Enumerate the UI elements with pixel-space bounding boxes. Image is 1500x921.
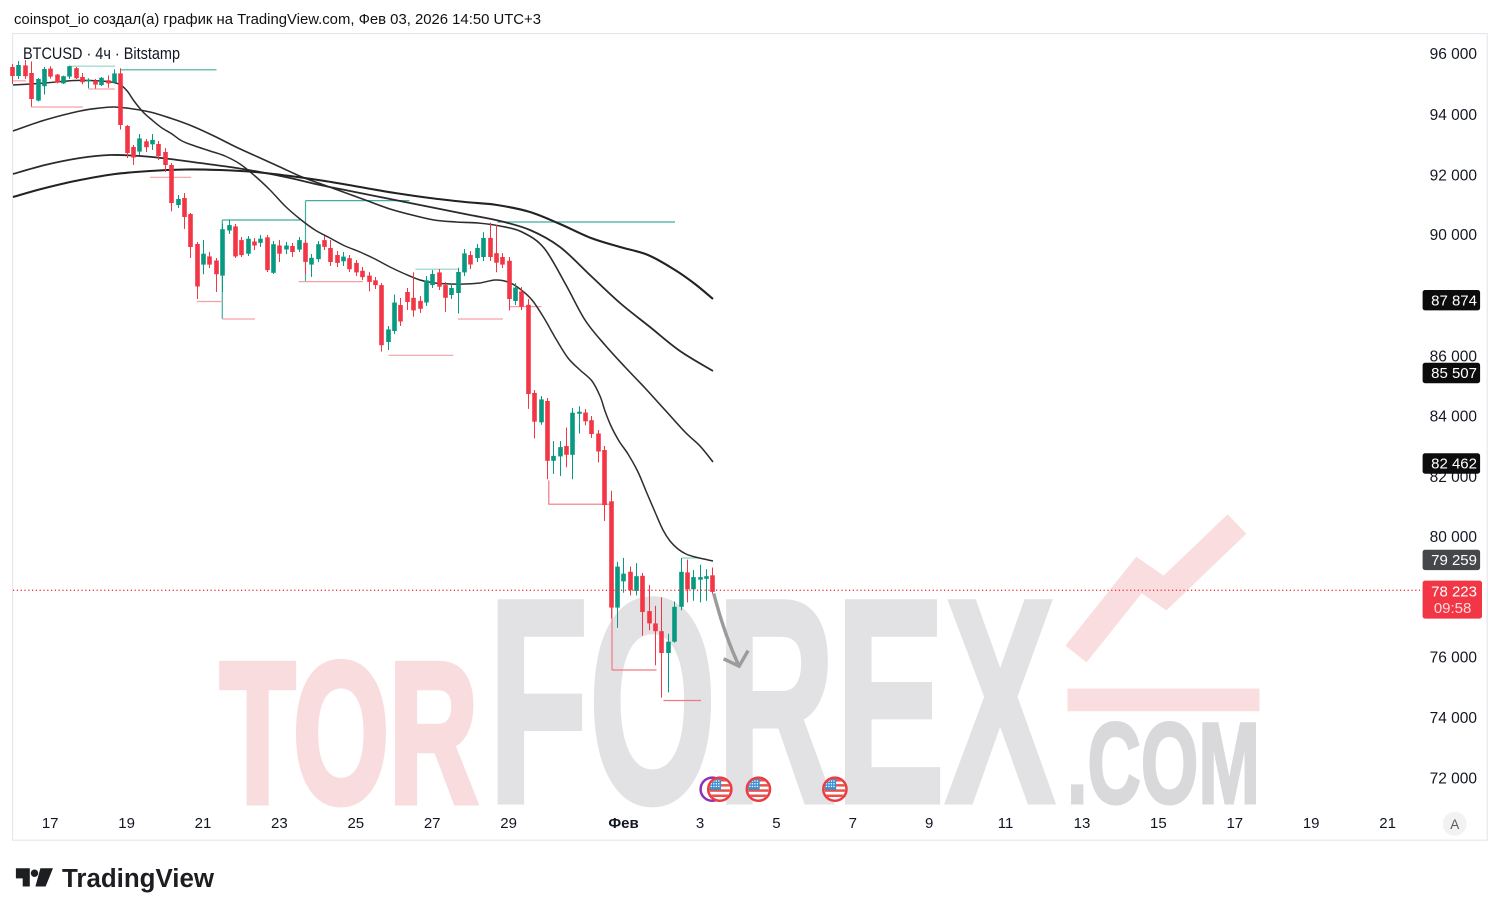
svg-text:86 000: 86 000 xyxy=(1430,348,1478,365)
svg-text:TradingView: TradingView xyxy=(62,865,214,893)
svg-text:BTCUSD · 4ч · Bitstamp: BTCUSD · 4ч · Bitstamp xyxy=(23,45,180,63)
svg-text:15: 15 xyxy=(1150,815,1167,832)
svg-text:17: 17 xyxy=(1226,815,1243,832)
svg-text:72 000: 72 000 xyxy=(1430,770,1478,787)
svg-text:21: 21 xyxy=(195,815,212,832)
svg-text:09:58: 09:58 xyxy=(1434,600,1472,617)
svg-text:21: 21 xyxy=(1379,815,1396,832)
svg-text:19: 19 xyxy=(1303,815,1320,832)
svg-text:3: 3 xyxy=(696,815,704,832)
svg-text:FOREX: FOREX xyxy=(488,539,1056,864)
svg-text:92 000: 92 000 xyxy=(1430,167,1478,184)
svg-text:7: 7 xyxy=(849,815,857,832)
svg-text:23: 23 xyxy=(271,815,288,832)
svg-text:29: 29 xyxy=(500,815,517,832)
svg-text:85 507: 85 507 xyxy=(1431,365,1477,382)
svg-text:A: A xyxy=(1450,817,1459,832)
svg-text:9: 9 xyxy=(925,815,933,832)
svg-text:87 874: 87 874 xyxy=(1431,292,1477,309)
svg-text:13: 13 xyxy=(1074,815,1091,832)
svg-text:96 000: 96 000 xyxy=(1430,46,1478,63)
svg-text:25: 25 xyxy=(347,815,364,832)
svg-text:coinspot_io создал(а) график н: coinspot_io создал(а) график на TradingV… xyxy=(14,11,541,28)
svg-text:11: 11 xyxy=(998,815,1014,832)
svg-text:82 462: 82 462 xyxy=(1431,456,1477,473)
svg-text:Фев: Фев xyxy=(608,815,638,832)
svg-text:74 000: 74 000 xyxy=(1430,710,1478,727)
svg-text:76 000: 76 000 xyxy=(1430,650,1478,667)
svg-text:94 000: 94 000 xyxy=(1430,107,1478,124)
svg-text:90 000: 90 000 xyxy=(1430,227,1478,244)
svg-text:TOR: TOR xyxy=(220,622,478,845)
svg-text:17: 17 xyxy=(42,815,59,832)
svg-text:19: 19 xyxy=(118,815,135,832)
svg-text:80 000: 80 000 xyxy=(1430,529,1478,546)
svg-text:5: 5 xyxy=(772,815,780,832)
svg-text:27: 27 xyxy=(424,815,441,832)
svg-text:78 223: 78 223 xyxy=(1431,583,1477,600)
svg-text:84 000: 84 000 xyxy=(1430,409,1478,426)
svg-text:79 259: 79 259 xyxy=(1431,552,1477,569)
svg-text:.COM: .COM xyxy=(1067,700,1260,828)
